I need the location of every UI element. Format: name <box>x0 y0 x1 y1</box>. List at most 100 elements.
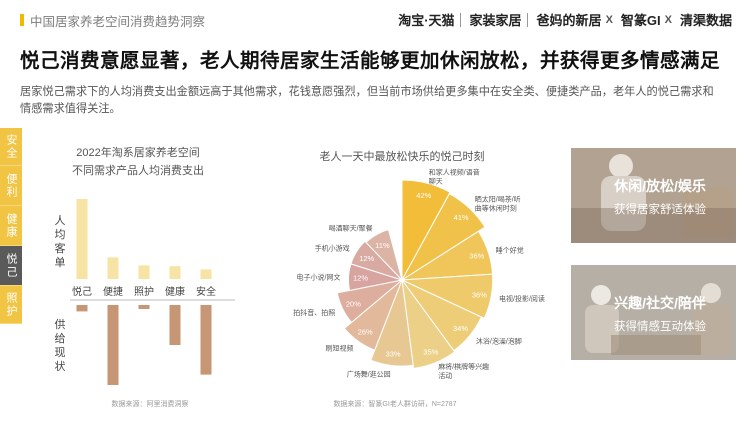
pie-slice-value: 41% <box>454 213 469 222</box>
bar-category-label: 悦己 <box>72 285 92 298</box>
pie-slice-value: 12% <box>353 274 368 283</box>
pie-slice <box>401 273 494 319</box>
pie-slice-values: 42%41%36%36%34%35%33%26%20%12%12%11% <box>346 191 487 359</box>
brand-home: 家装家居 <box>469 13 522 28</box>
pie-slice <box>370 279 414 367</box>
page-headline: 悦己消费意愿显著，老人期待居家生活能够更加休闲放松，并获得更多情感满足 <box>20 50 721 72</box>
nav-item-label: 健康 <box>5 212 17 239</box>
pie-slice-label: 拍抖音、拍照 <box>293 308 335 317</box>
card-social: 兴趣/社交/陪伴 获得情感互动体验 <box>571 265 736 360</box>
pie-slice <box>343 279 403 351</box>
bar-category-label: 安全 <box>196 285 216 298</box>
bar-category-label: 健康 <box>165 285 185 298</box>
side-nav: 安全 便利 健康 悦己 照护 <box>0 128 22 324</box>
pie-slice-label: 手机小游戏 <box>315 244 350 253</box>
bar-category-label: 便捷 <box>103 285 123 298</box>
bar-top <box>138 265 150 279</box>
nav-item-convenience[interactable]: 便利 <box>0 166 22 206</box>
bar-chart-source: 数据来源：阿里消费洞察 <box>112 399 189 408</box>
pie-chart-panel: 老人一天中最放松快乐的悦己时刻 和家人视频/语音 聊天 晒太阳/喝茶/听 曲等休闲时刻… <box>290 138 560 413</box>
elderly-photo-image <box>571 148 736 243</box>
bar-top <box>76 199 88 279</box>
bar-bottom <box>76 305 88 312</box>
pie-slice-label: 聊天 <box>429 176 443 185</box>
pie-slice <box>350 240 403 281</box>
pie-slice <box>401 179 451 281</box>
pie-slice-value: 34% <box>453 324 468 333</box>
y-label-char: 状 <box>55 359 66 373</box>
top-bar: 中国居家养老空间消费趋势洞察 淘宝·天猫 家装家居 爸妈的新居 X 智篆GI X… <box>0 0 750 38</box>
pie-chart-source: 数据来源：智篆GI老人群访研，N=2787 <box>333 399 456 408</box>
card-title: 兴趣/社交/陪伴 <box>614 295 706 311</box>
brand-x: X <box>605 13 613 26</box>
bar-chart-panel: 2022年淘系居家养老空间 不同需求产品人均消费支出 人均客单 供给现状 悦己便… <box>30 138 280 413</box>
brand-qingqu: 清渠数据 <box>679 13 732 28</box>
pie-slice <box>401 279 456 369</box>
nav-item-label: 悦己 <box>5 252 17 279</box>
card-subtitle: 获得居家舒适体验 <box>614 204 706 216</box>
brand-divider <box>459 12 461 27</box>
bar-bottom <box>138 305 150 309</box>
bar-top <box>107 257 119 279</box>
bars-top-series <box>76 199 212 279</box>
bars-bottom-series <box>76 305 212 385</box>
bar-chart: 2022年淘系居家养老空间 不同需求产品人均消费支出 人均客单 供给现状 悦己便… <box>55 145 235 408</box>
pie-slice-value: 36% <box>472 291 487 300</box>
brand-x: X <box>664 13 672 26</box>
pie-slice-label: 晒太阳/喝茶/听 <box>475 194 521 203</box>
pie-slice-label: 曲等休闲时刻 <box>475 203 517 212</box>
y-label-char: 客 <box>55 241 66 255</box>
nav-item-safety[interactable]: 安全 <box>0 128 22 166</box>
nav-item-joy[interactable]: 悦己 <box>0 246 22 286</box>
pie-slice-label: 麻将/棋牌等兴趣 <box>438 362 489 371</box>
pie-slice-labels: 和家人视频/语音聊天晒太阳/喝茶/听曲等休闲时刻睡个好觉电视/投影/阅读沐浴/泡… <box>293 167 545 380</box>
y-label-char: 现 <box>55 346 66 359</box>
card-text: 休闲/放松/娱乐 获得居家舒适体验 <box>595 176 725 217</box>
bar-bottom <box>169 305 181 345</box>
pie-slice-value: 35% <box>423 348 438 357</box>
pie-slice-value: 26% <box>358 327 373 336</box>
pie-slice-label: 电子小说/网文 <box>297 273 341 282</box>
bar-bottom <box>107 305 119 385</box>
brand-taobao: 淘宝·天猫 <box>398 13 455 28</box>
brand-strip: 淘宝·天猫 家装家居 爸妈的新居 X 智篆GI X 清渠数据 <box>394 10 732 29</box>
pie-slice-value: 33% <box>386 350 401 359</box>
y-label-char: 给 <box>55 332 66 345</box>
bar-chart-title: 2022年淘系居家养老空间 <box>76 145 199 159</box>
pie-slice-label: 活动 <box>438 371 452 380</box>
pie-slice-label: 喝酒聊天/聚餐 <box>329 224 373 233</box>
card-text: 兴趣/社交/陪伴 获得情感互动体验 <box>595 293 725 334</box>
nav-item-label: 安全 <box>5 133 17 160</box>
bar-top <box>169 266 181 279</box>
section-title: 中国居家养老空间消费趋势洞察 <box>30 15 206 29</box>
brand-divider <box>526 12 528 27</box>
pie-slice-value: 11% <box>375 241 390 250</box>
pie-slice-value: 36% <box>469 252 484 261</box>
bar-category-labels: 悦己 便捷 照护 健康 安全 <box>72 285 216 298</box>
pie-slice-value: 20% <box>346 299 361 308</box>
pie-slice-label: 沐浴/泡澡/泡脚 <box>476 337 522 346</box>
y-label-char: 均 <box>55 228 66 241</box>
card-subtitle: 获得情感互动体验 <box>614 321 706 333</box>
pie-slice <box>336 279 403 324</box>
nav-item-health[interactable]: 健康 <box>0 206 22 246</box>
lead-paragraph: 居家悦己需求下的人均消费支出金额远高于其他需求，花钱意愿强烈，但当前市场供给更多… <box>20 86 714 115</box>
pie-slices <box>336 179 494 369</box>
pie-slice-value: 42% <box>416 191 431 200</box>
elderly-photo-image <box>571 265 736 360</box>
nav-item-care[interactable]: 照护 <box>0 286 22 324</box>
pie-slice <box>365 229 403 281</box>
bar-category-label: 照护 <box>134 285 154 298</box>
bar-chart-subtitle: 不同需求产品人均消费支出 <box>72 163 204 177</box>
bar-top <box>200 269 212 279</box>
nav-item-label: 照护 <box>5 291 17 318</box>
pie-chart: 老人一天中最放松快乐的悦己时刻 和家人视频/语音聊天晒太阳/喝茶/听曲等休闲时刻… <box>293 149 545 408</box>
pie-slice-label: 广场舞/逛公园 <box>347 369 391 378</box>
card-leisure: 休闲/放松/娱乐 获得居家舒适体验 <box>571 148 736 243</box>
bar-bottom <box>200 305 212 375</box>
pie-slice-label: 睡个好觉 <box>496 245 524 254</box>
pie-slice-label: 和家人视频/语音 <box>429 167 480 176</box>
pie-slice-label: 刷短视频 <box>326 344 354 353</box>
